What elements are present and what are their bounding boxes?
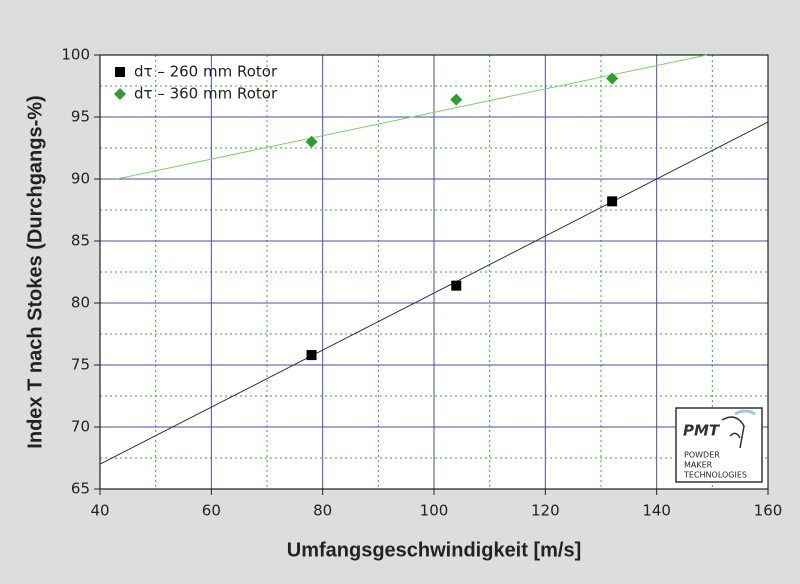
point — [450, 93, 463, 106]
x-tick-label: 100 — [420, 502, 449, 520]
x-tick-label: 160 — [754, 502, 783, 520]
point — [451, 280, 462, 291]
y-tick-label: 70 — [71, 418, 90, 436]
y-tick-label: 80 — [71, 294, 90, 312]
logo-line: POWDER — [684, 451, 720, 460]
legend-marker — [114, 88, 126, 100]
fit-line — [99, 121, 769, 465]
x-tick-label: 120 — [531, 502, 560, 520]
point — [306, 350, 317, 361]
y-tick-label: 75 — [71, 356, 90, 374]
plot-frame — [99, 54, 769, 490]
logo-line: TECHNOLOGIES — [683, 471, 747, 480]
y-tick-label: 95 — [71, 108, 90, 126]
x-tick-label: 80 — [313, 502, 332, 520]
x-tick-label: 140 — [642, 502, 671, 520]
x-tick-label: 60 — [202, 502, 221, 520]
logo-frame — [675, 407, 763, 483]
y-axis-label: Index T nach Stokes (Durchgangs-%) — [24, 95, 46, 448]
logo-line: MAKER — [684, 461, 713, 470]
y-tick-label: 100 — [61, 46, 90, 64]
y-tick-label: 65 — [71, 480, 90, 498]
logo-title: PMT — [683, 422, 721, 440]
logo: PMT POWDER MAKER TECHNOLOGIES — [675, 407, 763, 483]
y-tick-label: 90 — [71, 170, 90, 188]
fit-line — [116, 54, 707, 180]
x-axis-label: Umfangsgeschwindigkeit [m/s] — [287, 539, 582, 561]
x-tick-label: 40 — [90, 502, 109, 520]
legend-label: dτ – 260 mm Rotor — [134, 63, 278, 81]
logo-swoosh — [734, 409, 756, 416]
legend-marker — [115, 67, 125, 77]
point — [606, 72, 619, 85]
y-tick-label: 85 — [71, 232, 90, 250]
legend-label: dτ – 360 mm Rotor — [134, 85, 278, 103]
logo-icon — [721, 416, 745, 449]
point — [607, 196, 618, 207]
point — [305, 135, 318, 148]
